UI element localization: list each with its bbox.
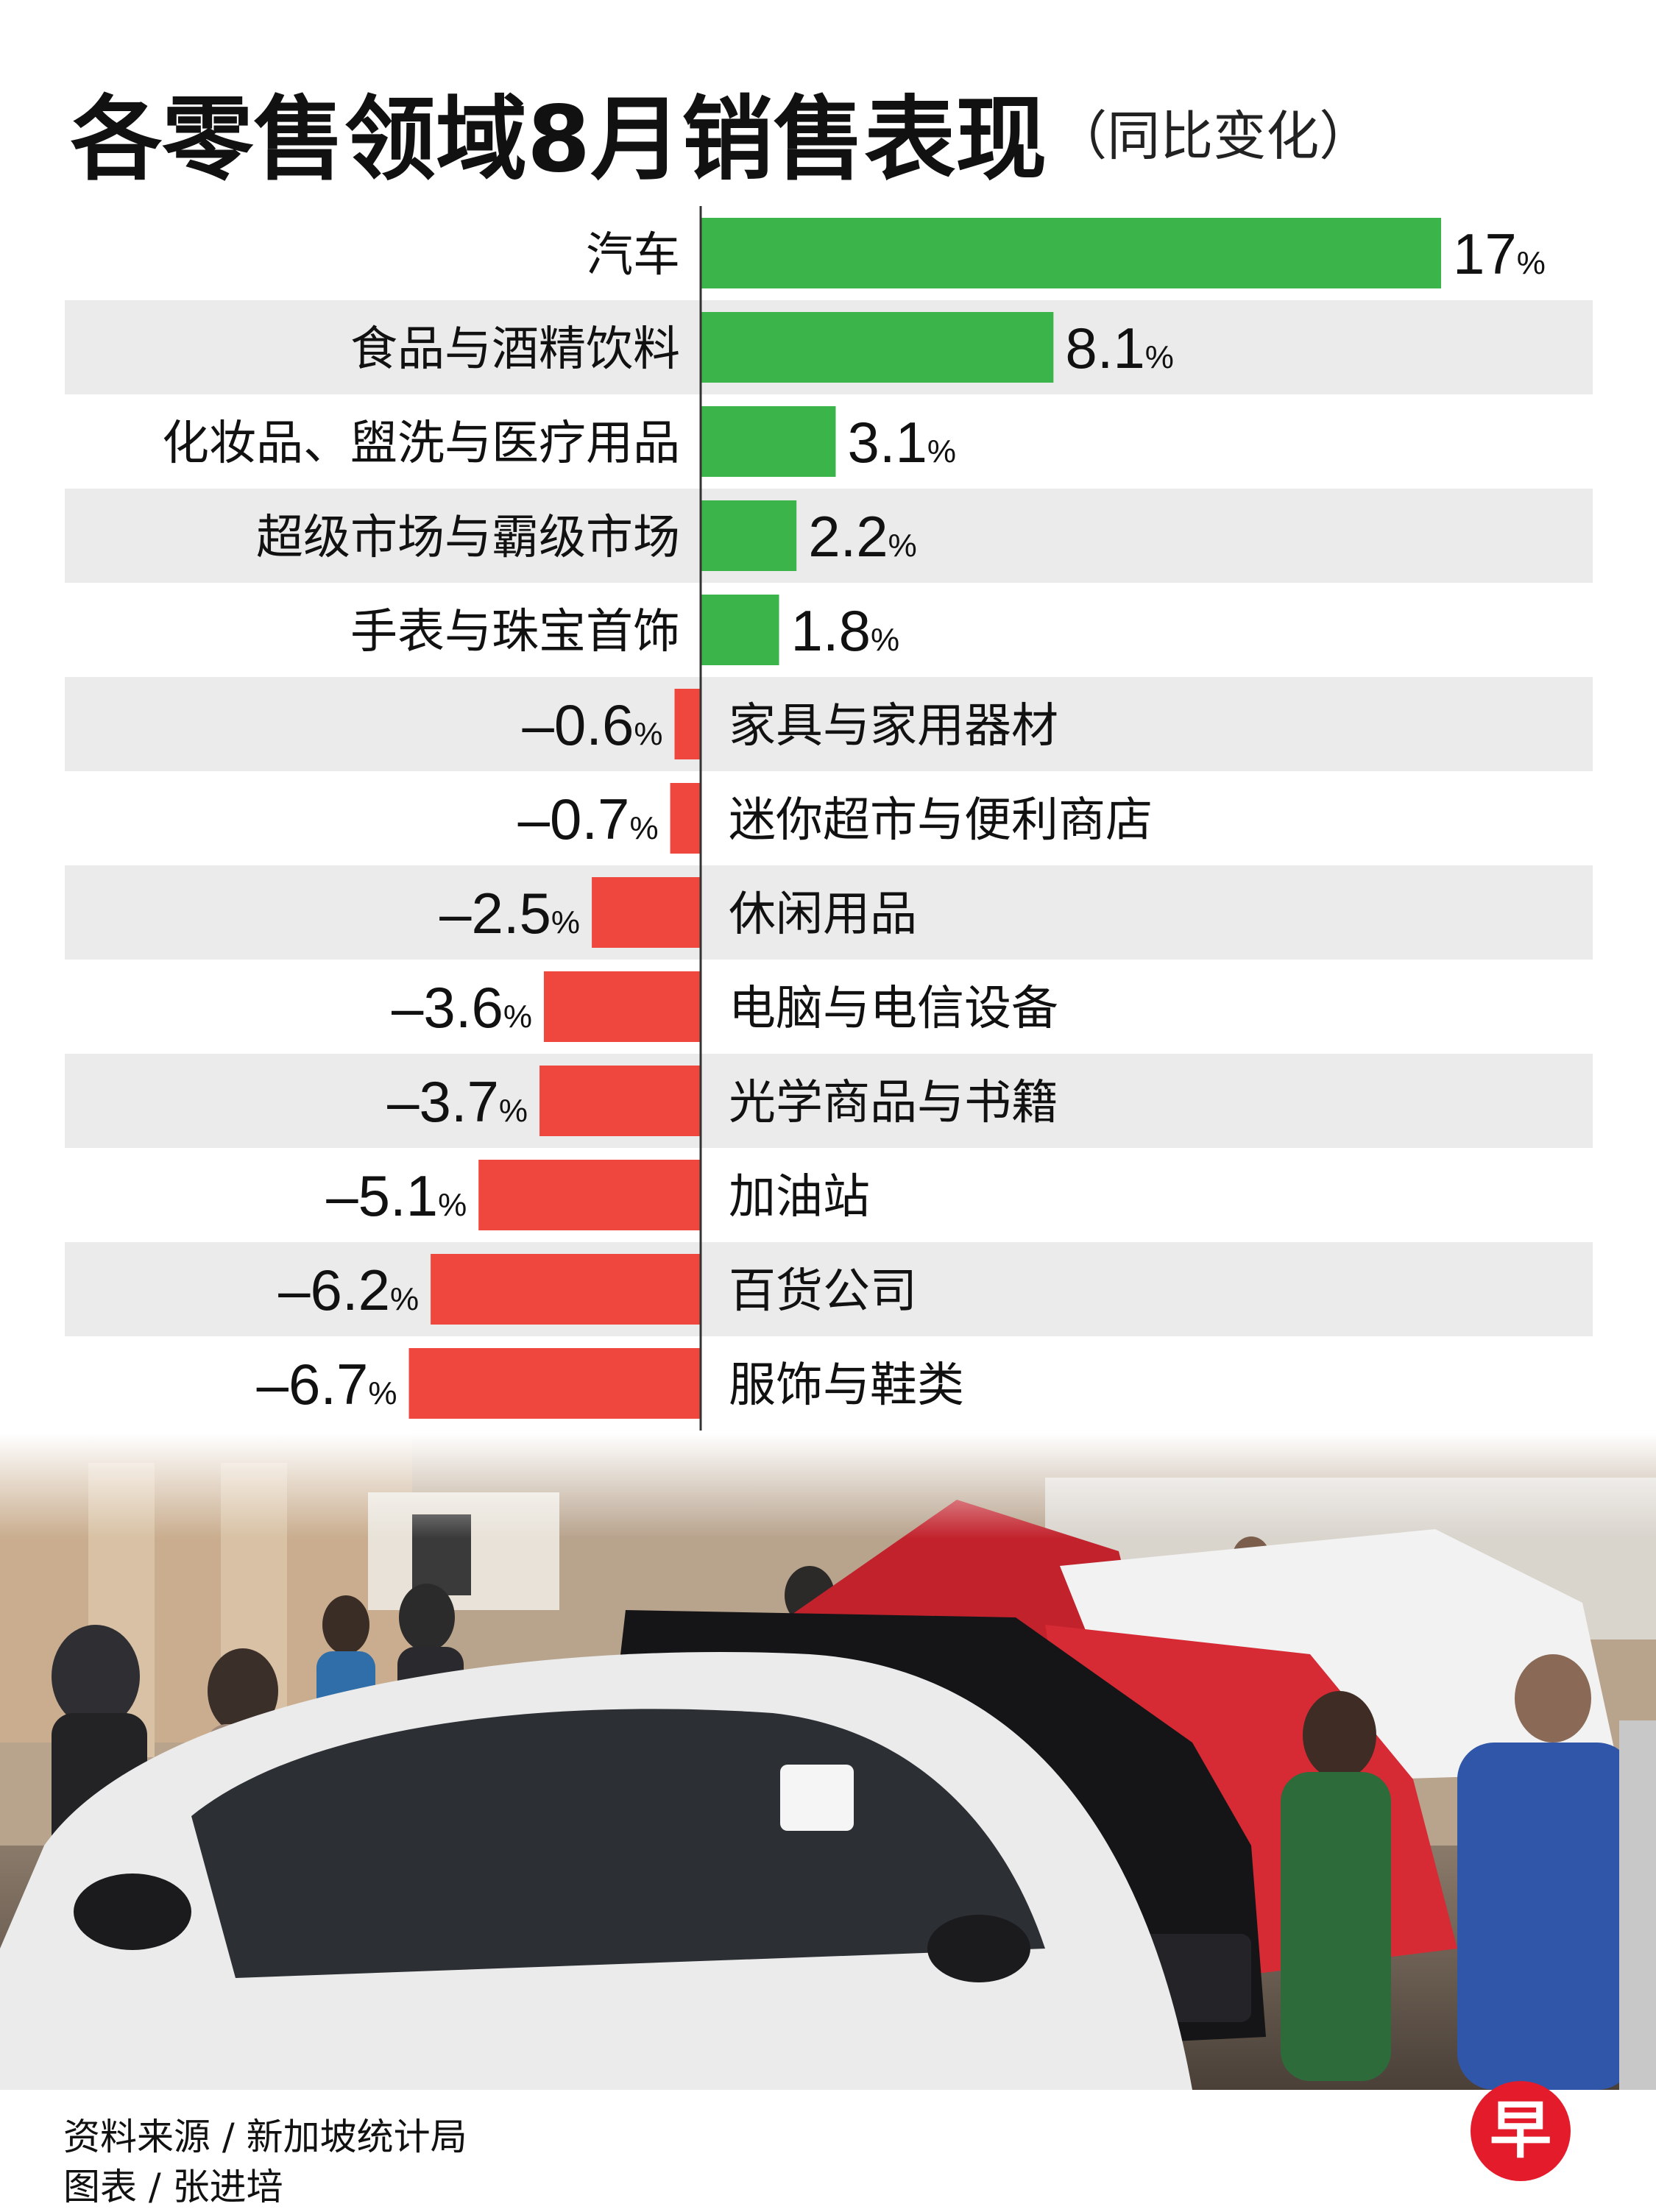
- bar-chart: 汽车 17% 食品与酒精饮料 8.1% 化妆品、盥洗与医疗用品 3.1% 超级市场与霸级市场…: [65, 206, 1593, 1431]
- data-label-unit: %: [1517, 245, 1546, 281]
- bar: [701, 595, 779, 665]
- chart-title-sub: （同比变化）: [1054, 104, 1373, 167]
- data-label-value: –0.7: [518, 787, 630, 851]
- bar: [674, 689, 701, 759]
- data-label-unit: %: [634, 716, 662, 752]
- bar: [670, 783, 701, 854]
- data-label-unit: %: [927, 433, 956, 469]
- bar: [701, 406, 836, 477]
- category-label: 休闲用品: [729, 887, 917, 942]
- bar: [431, 1254, 701, 1325]
- data-label-value: 8.1: [1065, 316, 1144, 380]
- data-label-value: –3.6: [392, 975, 503, 1040]
- category-label: 迷你超市与便利商店: [729, 793, 1153, 848]
- data-label: 2.2%: [808, 504, 917, 569]
- data-label-unit: %: [871, 622, 899, 658]
- bar: [408, 1348, 701, 1419]
- row-band: [65, 1242, 1593, 1336]
- bar: [701, 312, 1054, 383]
- category-label: 手表与珠宝首饰: [350, 605, 680, 659]
- category-label: 超级市场与霸级市场: [256, 511, 680, 565]
- category-label: 化妆品、盥洗与医疗用品: [162, 416, 680, 471]
- data-label-value: –5.1: [326, 1163, 438, 1228]
- row-band: [65, 677, 1593, 771]
- bar: [592, 877, 701, 948]
- data-label-value: 3.1: [847, 410, 927, 475]
- data-label: 1.8%: [791, 598, 900, 663]
- data-label-unit: %: [438, 1187, 467, 1223]
- row-band: [65, 1054, 1593, 1148]
- data-label: –3.6%: [392, 975, 532, 1040]
- data-label-value: –3.7: [387, 1069, 499, 1134]
- chart-title: 各零售领域8月销售表现 （同比变化）: [71, 65, 1373, 193]
- bar: [543, 971, 701, 1042]
- bar: [701, 218, 1441, 288]
- chart-title-main: 各零售领域8月销售表现: [71, 87, 1047, 193]
- bar: [701, 500, 797, 571]
- data-label: –0.6%: [523, 692, 663, 757]
- row-band: [65, 489, 1593, 583]
- data-label-unit: %: [888, 528, 917, 564]
- data-label-unit: %: [551, 904, 580, 940]
- source-note: 资料来源 / 新加坡统计局: [63, 2116, 467, 2158]
- data-label: –6.7%: [257, 1352, 397, 1417]
- data-label: 3.1%: [847, 410, 956, 475]
- data-label-value: 17: [1453, 221, 1517, 286]
- category-label: 食品与酒精饮料: [350, 322, 680, 377]
- credit-note: 图表 / 张进培: [63, 2166, 283, 2208]
- data-label-unit: %: [390, 1281, 419, 1317]
- category-label: 电脑与电信设备: [729, 982, 1058, 1036]
- data-label-unit: %: [1145, 339, 1174, 375]
- row-band: [65, 865, 1593, 960]
- footer: 资料来源 / 新加坡统计局 图表 / 张进培: [63, 2112, 467, 2212]
- data-label: –5.1%: [326, 1163, 467, 1228]
- data-label: –0.7%: [518, 787, 659, 851]
- data-label-value: –6.2: [278, 1258, 390, 1322]
- category-label: 汽车: [586, 228, 680, 283]
- category-label: 光学商品与书籍: [729, 1076, 1058, 1130]
- data-label: –2.5%: [439, 881, 580, 946]
- data-label: –6.2%: [278, 1258, 419, 1322]
- car-showroom-photo: KIA: [0, 1433, 1656, 2090]
- data-label-value: –0.6: [523, 692, 634, 757]
- data-label: 8.1%: [1065, 316, 1174, 380]
- category-label: 百货公司: [729, 1264, 917, 1319]
- data-label-unit: %: [503, 999, 532, 1035]
- zaobao-logo: 早: [1471, 2081, 1571, 2181]
- data-label: 17%: [1453, 221, 1546, 286]
- data-label-value: –6.7: [257, 1352, 369, 1417]
- data-label-unit: %: [368, 1375, 397, 1411]
- bar: [539, 1066, 701, 1136]
- data-label-unit: %: [499, 1093, 528, 1129]
- category-label: 服饰与鞋类: [729, 1358, 964, 1413]
- logo-glyph: 早: [1490, 2094, 1551, 2166]
- category-label: 加油站: [729, 1170, 870, 1224]
- data-label-value: –2.5: [439, 881, 551, 946]
- data-label-value: 2.2: [808, 504, 888, 569]
- bar: [478, 1160, 701, 1230]
- category-label: 家具与家用器材: [729, 699, 1058, 754]
- data-label-value: 1.8: [791, 598, 871, 663]
- data-label: –3.7%: [387, 1069, 528, 1134]
- data-label-unit: %: [629, 810, 658, 846]
